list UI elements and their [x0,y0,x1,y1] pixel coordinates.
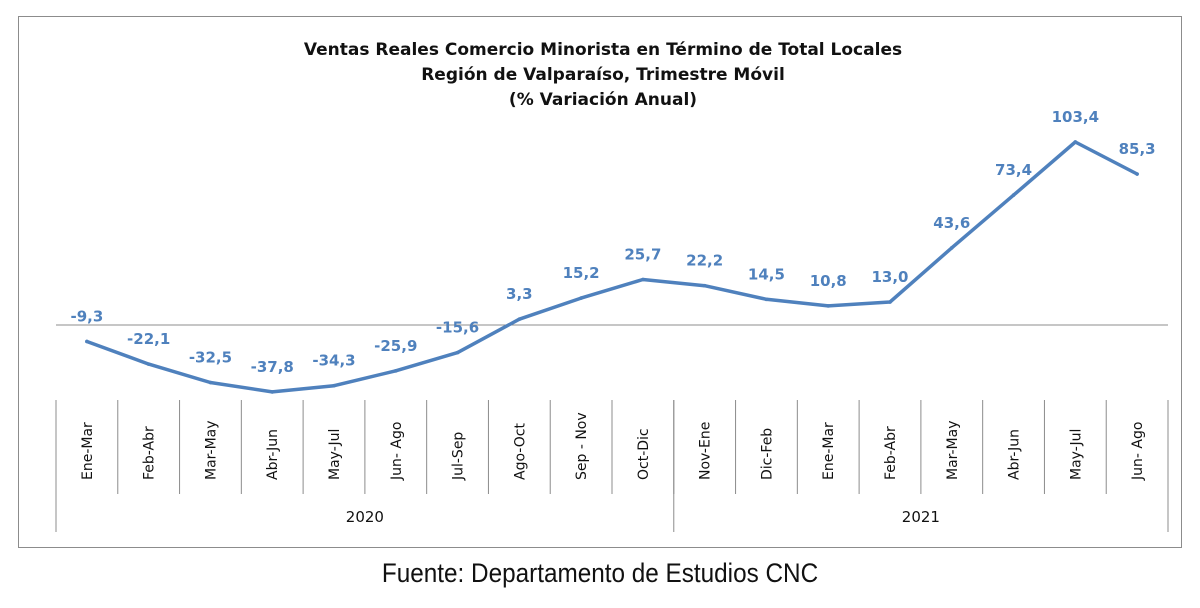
x-tick-label: Ene-Mar [80,422,96,480]
data-label: 103,4 [1052,108,1099,126]
year-label: 2020 [346,508,384,526]
data-point [702,283,707,288]
x-tick-label: Sep - Nov [574,412,590,480]
data-label: -15,6 [436,319,479,337]
data-label: -34,3 [312,352,355,370]
x-tick-label: Ago-Oct [512,423,528,480]
data-label: 10,8 [810,272,847,290]
x-tick-label: Mar-May [203,420,219,480]
x-tick-label: May-Jul [327,429,343,480]
x-tick-label: Abr-Jun [265,429,281,480]
data-point [949,246,954,250]
data-label: 15,2 [563,264,600,282]
data-point [85,339,89,344]
year-label: 2021 [902,508,940,526]
data-point [1135,172,1139,176]
x-tick-label: Feb-Abr [142,426,158,480]
data-label: 43,6 [933,214,970,232]
data-point [146,362,151,366]
source-note: Fuente: Departamento de Estudios CNC [381,558,819,588]
chart-title-line: Región de Valparaíso, Trimestre Móvil [421,65,785,85]
data-label: -37,8 [251,358,294,376]
data-label: 73,4 [995,161,1032,179]
data-point [641,277,645,282]
x-tick-label: Nov-Ene [698,422,714,480]
data-label: -9,3 [70,307,103,325]
x-tick-label: Abr-Jun [1007,429,1023,480]
data-label: 3,3 [506,285,533,303]
x-tick-label: Jun- Ago [389,422,405,481]
chart-frame: Ventas Reales Comercio Minorista en Térm… [18,16,1182,548]
data-point [579,296,583,300]
data-point [826,304,831,308]
x-tick-label: Mar-May [945,420,961,480]
data-label: 25,7 [624,246,661,264]
data-point [517,317,522,321]
line-chart: Ventas Reales Comercio Minorista en Térm… [55,40,1169,532]
x-tick-label: May-Jul [1068,429,1084,480]
chart-title-line: (% Variación Anual) [509,90,697,110]
chart-title-line: Ventas Reales Comercio Minorista en Térm… [304,40,902,60]
data-label: -22,1 [127,330,170,348]
x-tick-label: Jun- Ago [1130,422,1146,481]
data-label: 13,0 [871,268,908,286]
data-point [1073,140,1078,144]
data-point [208,380,213,385]
x-tick-label: Oct-Dic [636,428,652,480]
data-label: 85,3 [1119,140,1156,158]
series-line [85,140,1139,394]
data-point [764,297,769,302]
data-point [332,383,336,388]
data-label: 14,5 [748,265,785,283]
x-tick-label: Dic-Feb [759,428,775,480]
data-point [455,350,460,355]
data-point [393,369,398,373]
x-tick-label: Ene-Mar [821,422,837,480]
data-point [270,390,275,394]
data-label: -25,9 [374,337,417,355]
x-tick-label: Jul-Sep [451,432,467,481]
data-label: 22,2 [686,252,723,270]
x-tick-label: Feb-Abr [883,426,899,480]
data-point [1011,193,1016,197]
data-point [888,300,892,304]
data-label: -32,5 [189,349,232,367]
